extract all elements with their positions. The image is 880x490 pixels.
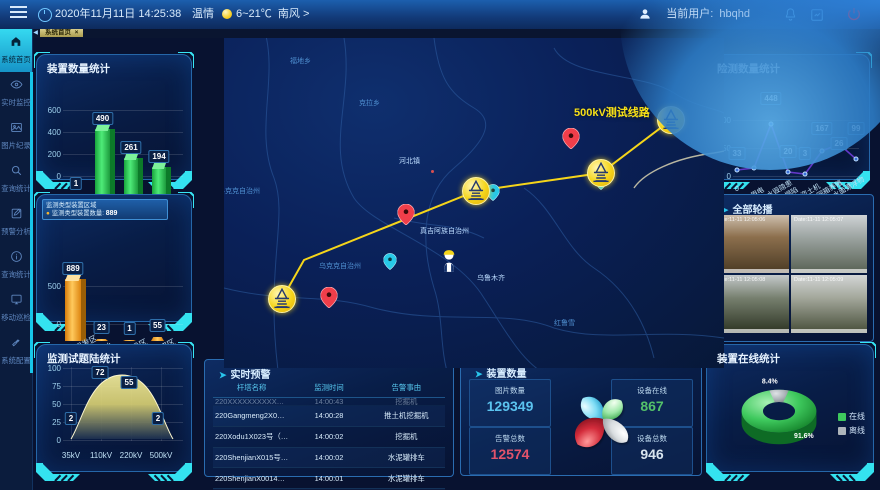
svg-text:8.4%: 8.4% bbox=[762, 378, 778, 385]
svg-text:91.6%: 91.6% bbox=[794, 433, 814, 440]
